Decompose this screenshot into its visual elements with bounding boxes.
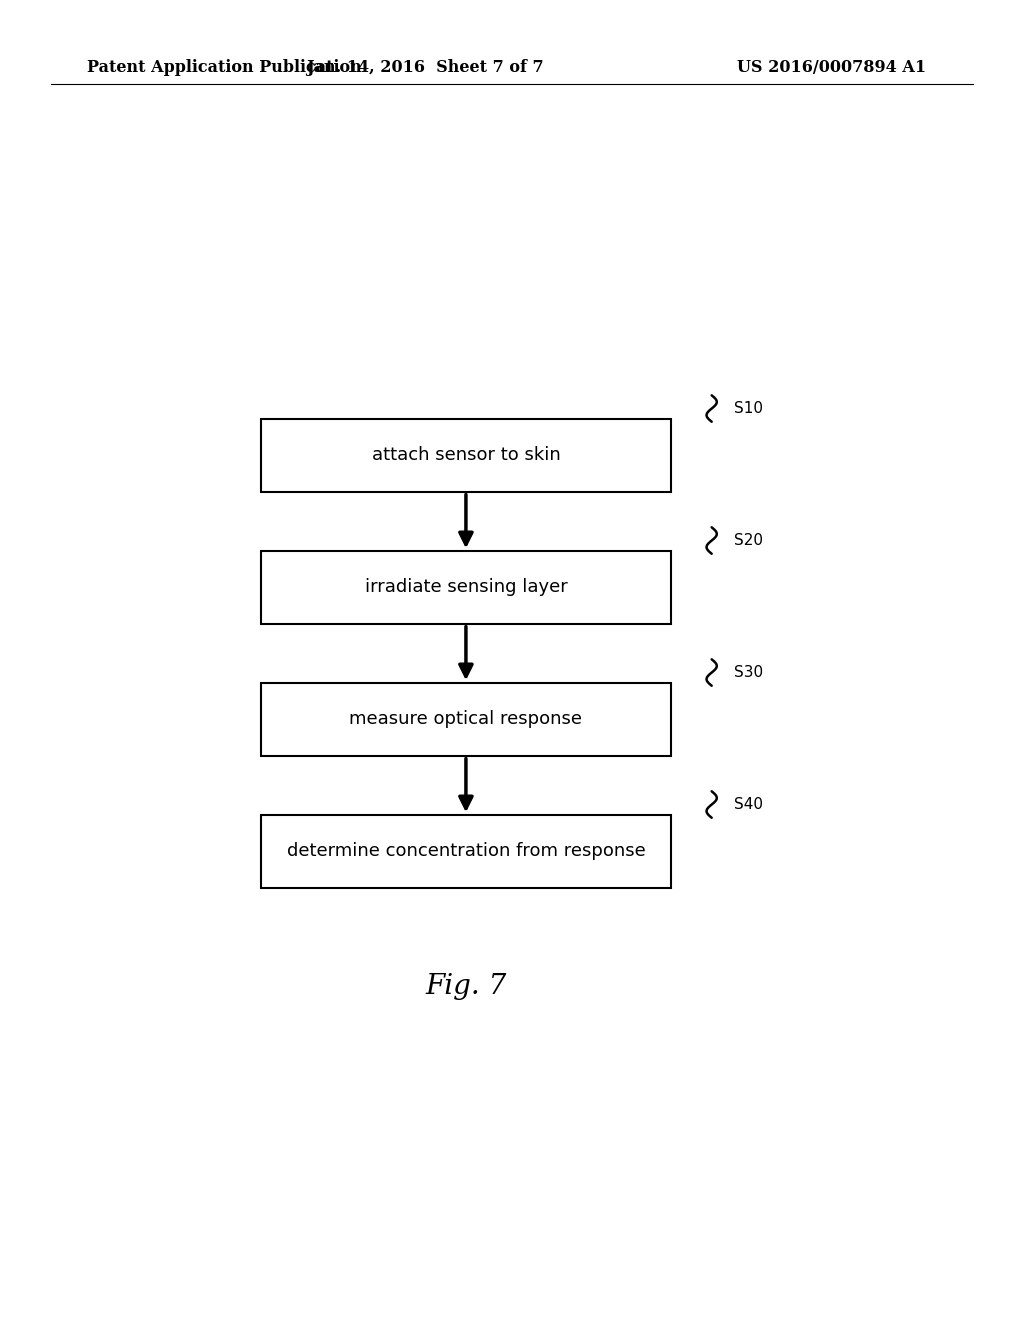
Text: determine concentration from response: determine concentration from response <box>287 842 645 861</box>
Text: S20: S20 <box>734 533 763 548</box>
Text: S40: S40 <box>734 797 763 812</box>
Text: US 2016/0007894 A1: US 2016/0007894 A1 <box>737 59 927 75</box>
Text: measure optical response: measure optical response <box>349 710 583 729</box>
FancyBboxPatch shape <box>261 684 671 755</box>
Text: S10: S10 <box>734 401 763 416</box>
FancyBboxPatch shape <box>261 816 671 888</box>
Text: Jan. 14, 2016  Sheet 7 of 7: Jan. 14, 2016 Sheet 7 of 7 <box>306 59 544 75</box>
FancyBboxPatch shape <box>261 418 671 491</box>
Text: irradiate sensing layer: irradiate sensing layer <box>365 578 567 597</box>
Text: Fig. 7: Fig. 7 <box>425 973 507 1001</box>
FancyBboxPatch shape <box>261 550 671 623</box>
Text: attach sensor to skin: attach sensor to skin <box>372 446 560 465</box>
Text: Patent Application Publication: Patent Application Publication <box>87 59 361 75</box>
Text: S30: S30 <box>734 665 763 680</box>
